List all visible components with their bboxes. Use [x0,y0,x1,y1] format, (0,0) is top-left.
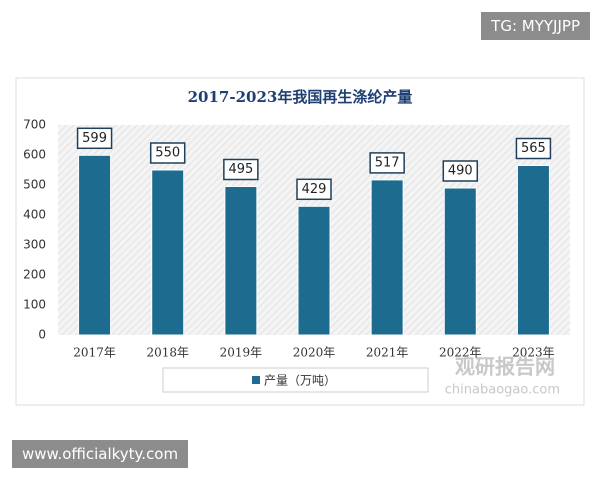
value-label-box [442,160,479,182]
bottom-badge: www.officialkyty.com [12,440,189,468]
legend-box [162,367,429,393]
x-tick-label: 2022年 [439,346,482,360]
bar [151,169,185,336]
y-tick-label: 100 [23,298,46,312]
y-tick-label: 700 [23,118,46,132]
x-tick-label: 2019年 [220,346,263,360]
value-label: 599 [82,131,107,146]
x-tick-label: 2020年 [293,346,336,360]
bar [516,165,550,336]
value-label-box [76,127,113,150]
legend-swatch [252,376,260,384]
x-tick-label: 2021年 [366,346,409,360]
value-label-box [296,178,332,201]
watermark-url: chinabaogao.com [445,383,560,398]
bar [443,187,477,336]
value-label: 495 [228,162,253,177]
bar [224,186,258,336]
x-tick-label: 2017年 [73,346,116,360]
value-label-box [515,137,552,160]
y-tick-label: 300 [23,238,46,252]
y-tick-label: 400 [23,208,46,222]
value-label: 517 [375,155,400,170]
value-label-box [369,152,405,174]
value-label: 550 [155,146,180,161]
y-tick-label: 0 [38,328,46,342]
value-label: 565 [521,141,546,156]
top-badge: TG: MYYJJPP [481,12,590,40]
bar [370,179,404,336]
y-tick-label: 200 [23,268,46,282]
bar [297,205,331,336]
legend-label: 产量（万吨） [264,374,336,388]
x-tick-label: 2023年 [512,346,555,360]
value-label: 429 [302,182,327,197]
y-tick-label: 600 [23,148,46,162]
bar [78,154,112,336]
chart-title: 2017-2023年我国再生涤纶产量 [188,88,413,106]
value-label-box [223,158,259,181]
x-tick-label: 2018年 [146,346,189,360]
value-label: 490 [448,164,473,179]
value-label-box [149,142,186,164]
watermark-name: 观研报告网 [455,355,555,379]
y-tick-label: 500 [23,178,46,192]
